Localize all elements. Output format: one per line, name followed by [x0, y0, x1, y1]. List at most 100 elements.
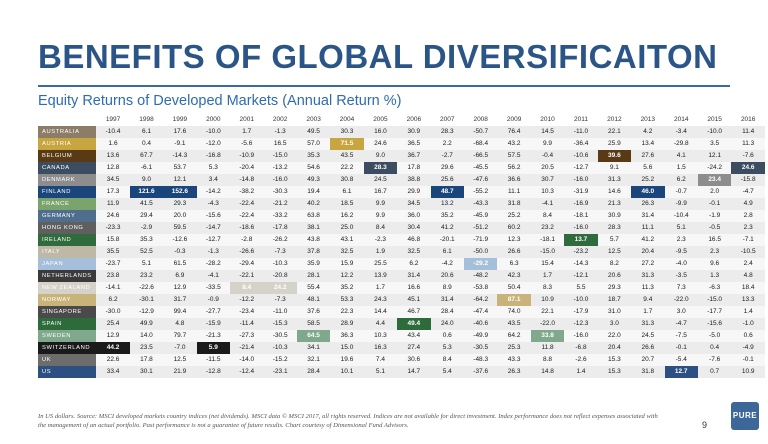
- return-cell: 34.5: [96, 174, 130, 186]
- country-label: New Zealand: [38, 282, 97, 294]
- best-return-cell: 24.6: [731, 162, 765, 174]
- return-cell: -30.5: [263, 330, 297, 342]
- return-cell: -22.4: [230, 198, 264, 210]
- best-return-cell: 152.6: [163, 186, 197, 198]
- best-return-cell: 46.0: [631, 186, 665, 198]
- return-cell: -0.3: [163, 246, 197, 258]
- return-cell: 14.6: [597, 186, 632, 198]
- return-cell: 43.1: [330, 234, 364, 246]
- return-cell: -11.5: [196, 354, 231, 366]
- returns-table: 1997 1998 1999 2000 2001 2002 2003 2004 2005 2006…: [38, 114, 765, 378]
- year-header: 2014: [664, 114, 698, 126]
- year-header: 2000: [196, 114, 231, 126]
- return-cell: 5.1: [664, 222, 698, 234]
- year-header: 1998: [129, 114, 164, 126]
- table-row: Netherlands 23.8 23.2 6.9 -4.1 -22.1 -20.8 28.1…: [38, 270, 765, 282]
- year-header: 2005: [363, 114, 398, 126]
- return-cell: 63.8: [296, 210, 331, 222]
- return-cell: 35.3: [296, 150, 331, 162]
- return-cell: -4.1: [530, 198, 565, 210]
- return-cell: -23.7: [96, 258, 130, 270]
- return-cell: -7.3: [263, 246, 297, 258]
- table-row: UK 22.6 17.8 12.5 -11.5 -14.0 -15.2 32.1 19.6 7.4…: [38, 354, 765, 366]
- return-cell: 24.3: [363, 294, 398, 306]
- return-cell: 24.6: [96, 210, 130, 222]
- return-cell: 34.1: [296, 342, 331, 354]
- return-cell: 28.1: [296, 270, 331, 282]
- return-cell: 2.3: [697, 246, 732, 258]
- table-row: Spain 25.4 49.9 4.8 -15.9 -11.4 -15.3 58.5 28.9 4…: [38, 318, 765, 330]
- return-cell: 28.3: [430, 126, 464, 138]
- return-cell: -10.3: [263, 342, 297, 354]
- return-cell: 25.3: [497, 342, 531, 354]
- return-cell: 29.4: [129, 210, 164, 222]
- return-cell: -37.6: [463, 366, 498, 378]
- return-cell: 31.3: [631, 318, 665, 330]
- country-label: Switzerland: [38, 342, 97, 354]
- return-cell: 1.4: [731, 306, 765, 318]
- return-cell: -64.2: [463, 294, 498, 306]
- return-cell: -2.9: [129, 222, 164, 234]
- year-header: 2011: [564, 114, 598, 126]
- return-cell: 36.3: [330, 330, 364, 342]
- return-cell: 6.9: [163, 270, 197, 282]
- return-cell: -14.2: [196, 186, 231, 198]
- return-cell: 20.0: [163, 210, 197, 222]
- return-cell: 31.3: [631, 270, 665, 282]
- table-row: Switzerland 44.2 23.5 -7.0 5.9 -21.4 -10.3 34.1…: [38, 342, 765, 354]
- table-row: New Zealand -14.1 -22.6 12.9 -33.5 8.4 24.2 55.…: [38, 282, 765, 294]
- return-cell: -1.0: [731, 318, 765, 330]
- return-cell: 26.3: [497, 366, 531, 378]
- return-cell: -9.5: [664, 246, 698, 258]
- return-cell: -15.6: [196, 210, 231, 222]
- return-cell: 28.9: [330, 318, 364, 330]
- return-cell: 3.5: [697, 138, 732, 150]
- return-cell: 16.3: [363, 342, 398, 354]
- return-cell: 18.7: [597, 294, 632, 306]
- return-cell: 16.6: [397, 282, 431, 294]
- return-cell: -43.3: [463, 198, 498, 210]
- return-cell: -10.5: [731, 246, 765, 258]
- return-cell: 8.3: [530, 282, 565, 294]
- return-cell: 2.4: [731, 258, 765, 270]
- return-cell: 40.2: [296, 198, 331, 210]
- return-cell: 22.0: [597, 330, 632, 342]
- table-row: Norway 6.2 -30.1 31.7 -0.9 -12.2 -7.3 48.1 53.3 2…: [38, 294, 765, 306]
- return-cell: -10.3: [263, 258, 297, 270]
- return-cell: 31.7: [163, 294, 197, 306]
- return-cell: 5.3: [196, 162, 231, 174]
- country-label: Belgium: [38, 150, 97, 162]
- country-label: Austria: [38, 138, 97, 150]
- return-cell: 13.6: [96, 150, 130, 162]
- return-cell: -22.0: [664, 294, 698, 306]
- return-cell: 11.3: [731, 138, 765, 150]
- return-cell: 26.6: [497, 246, 531, 258]
- country-label: Canada: [38, 162, 97, 174]
- return-cell: -23.2: [564, 246, 598, 258]
- table-row: Finland 17.3 121.6 152.6 -14.2 -38.2 -30.3 19.4…: [38, 186, 765, 198]
- return-cell: 43.2: [497, 138, 531, 150]
- return-cell: 31.4: [397, 270, 431, 282]
- return-cell: 61.5: [163, 258, 197, 270]
- return-cell: 5.1: [129, 258, 164, 270]
- return-cell: 27.6: [631, 150, 665, 162]
- return-cell: 27.2: [631, 258, 665, 270]
- return-cell: 1.7: [530, 270, 565, 282]
- best-return-cell: 39.6: [597, 150, 632, 162]
- return-cell: -7.6: [731, 150, 765, 162]
- brand-logo: PURE: [731, 402, 759, 430]
- return-cell: -9.9: [664, 198, 698, 210]
- return-cell: 20.4: [631, 246, 665, 258]
- return-cell: -10.9: [230, 150, 264, 162]
- return-cell: 20.5: [530, 162, 565, 174]
- return-cell: -47.6: [463, 174, 498, 186]
- return-cell: -14.0: [230, 354, 264, 366]
- return-cell: -21.2: [263, 198, 297, 210]
- return-cell: 14.8: [530, 366, 565, 378]
- return-cell: -27.7: [196, 306, 231, 318]
- return-cell: -13.2: [263, 162, 297, 174]
- return-cell: -14.3: [163, 150, 197, 162]
- return-cell: 15.0: [330, 342, 364, 354]
- year-header: 2009: [497, 114, 531, 126]
- return-cell: -11.0: [564, 126, 598, 138]
